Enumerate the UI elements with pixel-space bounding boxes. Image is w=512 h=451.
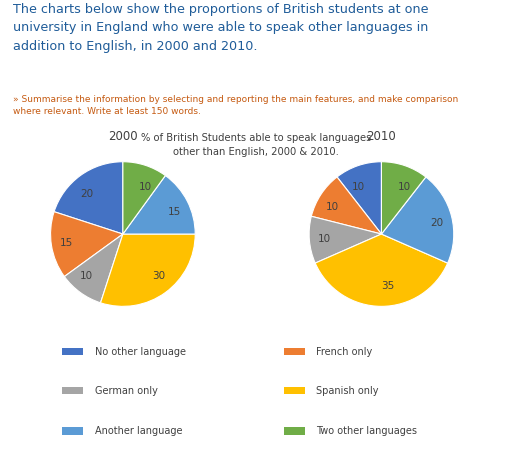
Wedge shape: [381, 178, 454, 263]
Title: 2010: 2010: [367, 130, 396, 143]
Bar: [284, 427, 305, 435]
Wedge shape: [337, 162, 381, 235]
Text: 20: 20: [431, 217, 443, 227]
Text: German only: German only: [95, 385, 158, 395]
Bar: [62, 387, 83, 394]
Bar: [62, 427, 83, 435]
Wedge shape: [123, 176, 195, 235]
Bar: [284, 387, 305, 394]
Text: Spanish only: Spanish only: [316, 385, 379, 395]
Text: Two other languages: Two other languages: [316, 425, 417, 435]
Text: 15: 15: [168, 207, 181, 216]
Text: 30: 30: [153, 271, 166, 281]
Title: 2000: 2000: [108, 130, 138, 143]
Text: No other language: No other language: [95, 346, 186, 356]
Text: 35: 35: [381, 280, 395, 290]
Wedge shape: [65, 235, 123, 303]
Wedge shape: [51, 212, 123, 277]
Bar: [284, 348, 305, 355]
Wedge shape: [100, 235, 195, 307]
Text: Another language: Another language: [95, 425, 182, 435]
Text: 10: 10: [352, 182, 365, 192]
Bar: [62, 348, 83, 355]
Text: 10: 10: [318, 234, 331, 244]
Text: 10: 10: [80, 271, 93, 281]
Text: The charts below show the proportions of British students at one
university in E: The charts below show the proportions of…: [13, 3, 429, 53]
Text: 10: 10: [398, 182, 411, 192]
Text: % of British Students able to speak languages
other than English, 2000 & 2010.: % of British Students able to speak lang…: [141, 133, 371, 157]
Text: French only: French only: [316, 346, 372, 356]
Wedge shape: [54, 162, 123, 235]
Text: 15: 15: [59, 237, 73, 248]
Wedge shape: [309, 217, 381, 263]
Text: 20: 20: [80, 189, 93, 198]
Text: 10: 10: [139, 181, 152, 192]
Wedge shape: [123, 162, 165, 235]
Text: 10: 10: [326, 202, 339, 212]
Wedge shape: [381, 162, 426, 235]
Wedge shape: [311, 178, 381, 235]
Wedge shape: [315, 235, 447, 307]
Text: » Summarise the information by selecting and reporting the main features, and ma: » Summarise the information by selecting…: [13, 95, 458, 115]
